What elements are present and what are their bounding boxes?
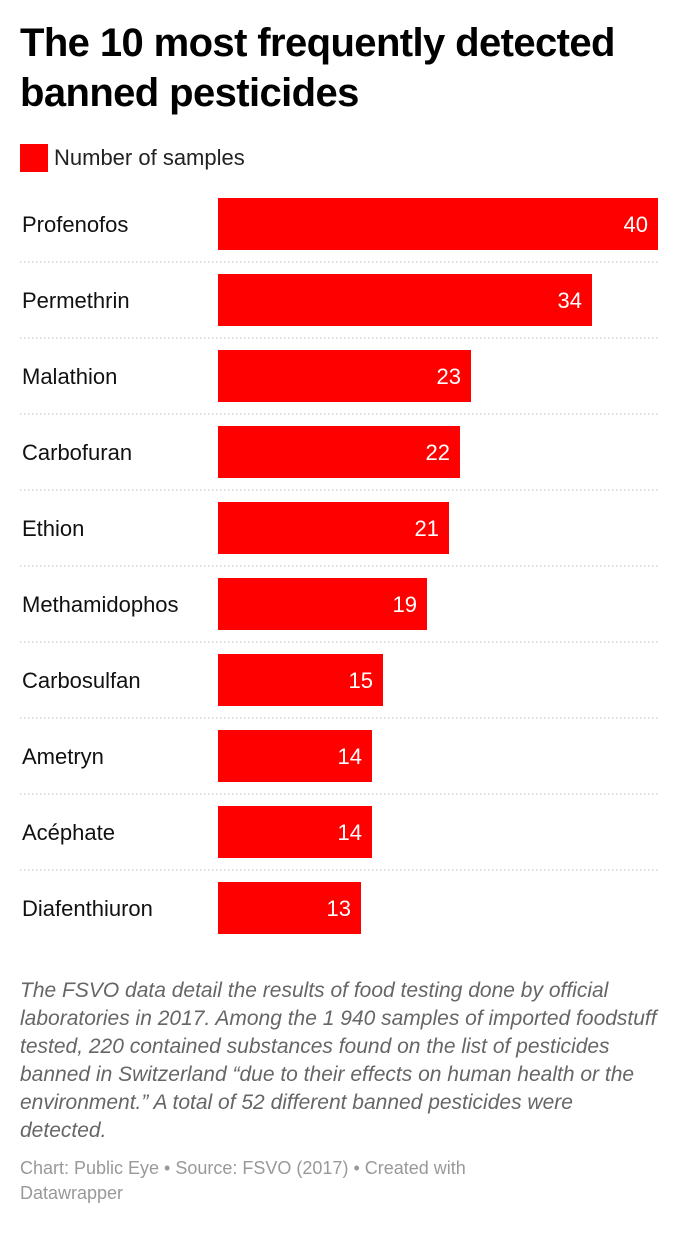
bar (218, 426, 460, 478)
value-label: 15 (349, 668, 373, 693)
bar-chart: Profenofos 40 Permethrin 34 Malathion 23 Carbo… (20, 198, 658, 934)
bar (218, 882, 361, 934)
category-label: Ametryn (22, 744, 104, 769)
category-label: Acéphate (22, 820, 115, 845)
value-label: 21 (415, 516, 439, 541)
category-label: Ethion (22, 516, 84, 541)
legend-swatch (20, 144, 48, 172)
category-label: Malathion (22, 364, 117, 389)
category-label: Carbosulfan (22, 668, 141, 693)
chart-title: The 10 most frequently detected banned p… (20, 21, 615, 115)
category-label: Carbofuran (22, 440, 132, 465)
bar (218, 274, 592, 326)
bar (218, 198, 658, 250)
bar (218, 350, 471, 402)
value-label: 19 (393, 592, 417, 617)
value-label: 40 (624, 212, 648, 237)
chart-note: The FSVO data detail the results of food… (20, 979, 657, 1142)
value-label: 13 (327, 896, 351, 921)
bar (218, 502, 449, 554)
legend-label: Number of samples (54, 145, 245, 170)
value-label: 34 (558, 288, 582, 313)
bar (218, 806, 372, 858)
legend: Number of samples (20, 144, 245, 172)
category-label: Methamidophos (22, 592, 179, 617)
value-label: 14 (338, 820, 362, 845)
category-label: Profenofos (22, 212, 128, 237)
category-label: Permethrin (22, 288, 130, 313)
value-label: 14 (338, 744, 362, 769)
category-label: Diafenthiuron (22, 896, 153, 921)
bar (218, 578, 427, 630)
value-label: 22 (426, 440, 450, 465)
chart-credit: Chart: Public Eye • Source: FSVO (2017) … (20, 1158, 466, 1203)
value-label: 23 (437, 364, 461, 389)
bar (218, 730, 372, 782)
bar (218, 654, 383, 706)
